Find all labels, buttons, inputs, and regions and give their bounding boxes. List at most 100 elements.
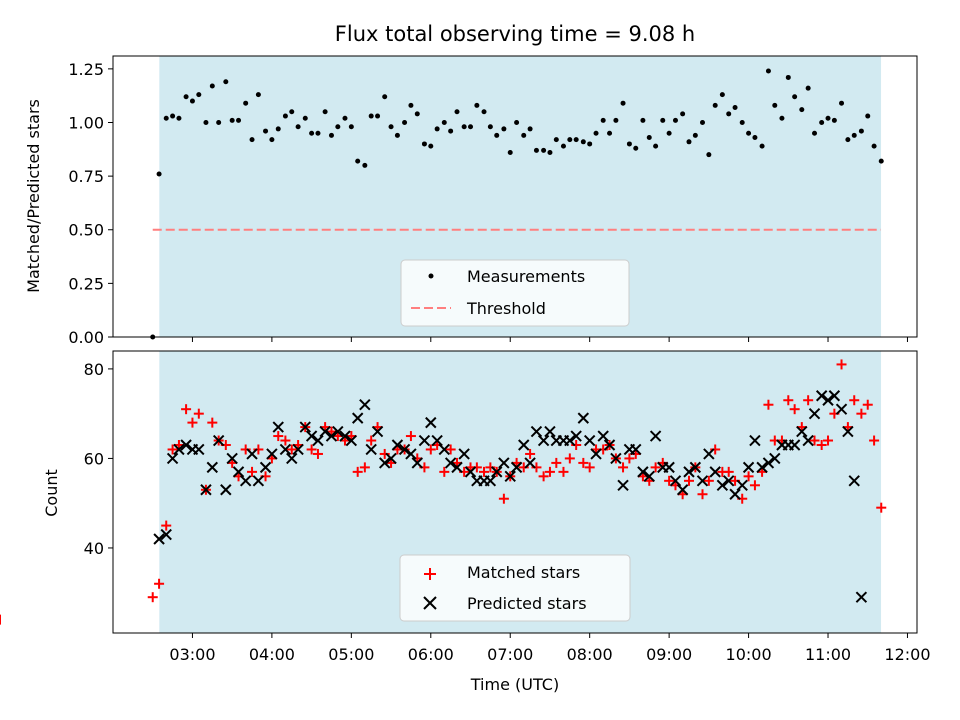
predicted-star-point bbox=[835, 403, 848, 415]
measurement-point bbox=[243, 100, 249, 106]
measurement-point bbox=[501, 126, 507, 132]
matched-star-point bbox=[789, 404, 800, 415]
measurement-point bbox=[805, 85, 811, 91]
predicted-star-point bbox=[729, 488, 741, 500]
matched-star-point bbox=[207, 417, 218, 428]
matched-star-point bbox=[439, 466, 450, 477]
bottom-y-axis-label: Count bbox=[42, 469, 61, 517]
predicted-star-point bbox=[252, 475, 265, 487]
measurement-point bbox=[474, 102, 480, 108]
predicted-star-point bbox=[703, 448, 715, 460]
matched-star-point bbox=[564, 453, 575, 464]
top-y-tick-label: 1.00 bbox=[68, 113, 104, 132]
predicted-star-point bbox=[518, 439, 530, 451]
matched-star-point bbox=[286, 444, 297, 455]
x-axis-label: Time (UTC) bbox=[470, 675, 559, 694]
matched-star-point bbox=[551, 457, 562, 468]
legend-label-predicted: Predicted stars bbox=[467, 594, 587, 613]
x-tick-label: 10:00 bbox=[726, 645, 772, 664]
predicted-star-point bbox=[504, 470, 516, 483]
predicted-star-point bbox=[418, 434, 431, 447]
measurement-point bbox=[533, 147, 539, 153]
measurement-point bbox=[560, 143, 566, 149]
predicted-star-point bbox=[180, 439, 192, 451]
predicted-star-point bbox=[153, 533, 165, 545]
measurement-point bbox=[680, 111, 686, 117]
matched-star-point bbox=[862, 399, 873, 410]
measurement-point bbox=[672, 117, 678, 123]
matched-star-point bbox=[869, 435, 880, 446]
predicted-star-point bbox=[637, 466, 649, 478]
measurement-point bbox=[785, 74, 791, 80]
measurement-point bbox=[706, 152, 712, 158]
measurement-point bbox=[289, 109, 295, 115]
bottom-legend: Matched stars Predicted stars bbox=[399, 554, 631, 622]
matched-star-point bbox=[723, 466, 734, 477]
measurement-point bbox=[547, 150, 553, 156]
predicted-star-point bbox=[379, 457, 391, 469]
measurement-point bbox=[275, 126, 281, 132]
predicted-star-point bbox=[266, 448, 278, 460]
predicted-star-point bbox=[259, 461, 272, 474]
measurement-point bbox=[368, 113, 374, 119]
top-x-axis-ticks bbox=[191, 337, 908, 342]
matched-star-point bbox=[312, 448, 323, 459]
measurement-point bbox=[494, 132, 500, 138]
predicted-star-point bbox=[173, 443, 185, 456]
measurement-point bbox=[170, 113, 176, 119]
predicted-star-point bbox=[610, 452, 622, 465]
matched-star-point bbox=[531, 462, 542, 473]
predicted-star-point bbox=[193, 443, 205, 456]
measurement-point bbox=[468, 124, 474, 130]
matched-star-point bbox=[624, 453, 635, 464]
predicted-star-point bbox=[510, 461, 523, 474]
legend-label-threshold: Threshold bbox=[466, 299, 546, 318]
predicted-star-point bbox=[232, 466, 245, 478]
bottom-x-axis-ticks: 03:00 04:00 05:00 06:00 07:00 08:00 09:00 10:00… bbox=[169, 633, 931, 664]
measurement-point bbox=[335, 124, 341, 130]
measurement-point bbox=[607, 130, 613, 136]
matched-star-point bbox=[783, 395, 794, 406]
matched-star-point bbox=[471, 462, 482, 473]
predicted-stars-series bbox=[153, 390, 868, 603]
matched-star-point bbox=[161, 520, 172, 531]
predicted-star-point bbox=[206, 461, 219, 474]
measurement-point bbox=[507, 150, 513, 156]
predicted-star-point bbox=[226, 452, 238, 465]
matched-star-point bbox=[544, 466, 555, 477]
top-y-tick-label: 0.50 bbox=[68, 221, 104, 240]
measurement-point bbox=[759, 143, 765, 149]
matched-star-point bbox=[167, 444, 178, 455]
matched-star-point bbox=[154, 578, 165, 589]
measurement-point bbox=[646, 135, 652, 141]
matched-star-point bbox=[273, 431, 284, 442]
measurement-point bbox=[600, 117, 606, 123]
matched-star-point bbox=[743, 471, 754, 482]
predicted-star-point bbox=[815, 390, 828, 402]
matched-star-point bbox=[379, 448, 390, 459]
matched-star-point bbox=[558, 466, 569, 477]
top-y-axis-ticks: 0.00 0.25 0.50 0.75 1.00 1.25 bbox=[68, 60, 113, 347]
measurement-point bbox=[428, 143, 434, 149]
matched-star-point bbox=[849, 395, 860, 406]
measurement-point bbox=[765, 68, 771, 74]
predicted-star-point bbox=[431, 434, 443, 447]
measurement-point bbox=[620, 100, 626, 106]
matched-star-point bbox=[366, 435, 377, 446]
predicted-star-point bbox=[166, 452, 179, 465]
matched-star-point bbox=[836, 359, 847, 370]
matched-star-point bbox=[498, 493, 509, 504]
measurement-point bbox=[315, 130, 321, 136]
predicted-star-point bbox=[649, 430, 662, 442]
matched-star-point bbox=[518, 462, 529, 473]
bottom-panel: 40 60 80 03:00 04:00 05:00 06:00 07:00 08:00 09:… bbox=[0, 350, 931, 694]
measurement-point bbox=[302, 115, 308, 121]
predicted-star-point bbox=[365, 443, 377, 456]
predicted-star-point bbox=[385, 452, 397, 465]
predicted-star-point bbox=[292, 443, 304, 456]
bottom-y-axis-ticks: 40 60 80 bbox=[84, 360, 113, 558]
predicted-star-point bbox=[458, 448, 470, 460]
predicted-star-point bbox=[351, 412, 364, 424]
bottom-y-tick-label: 80 bbox=[84, 360, 104, 379]
matched-star-point bbox=[247, 466, 258, 477]
